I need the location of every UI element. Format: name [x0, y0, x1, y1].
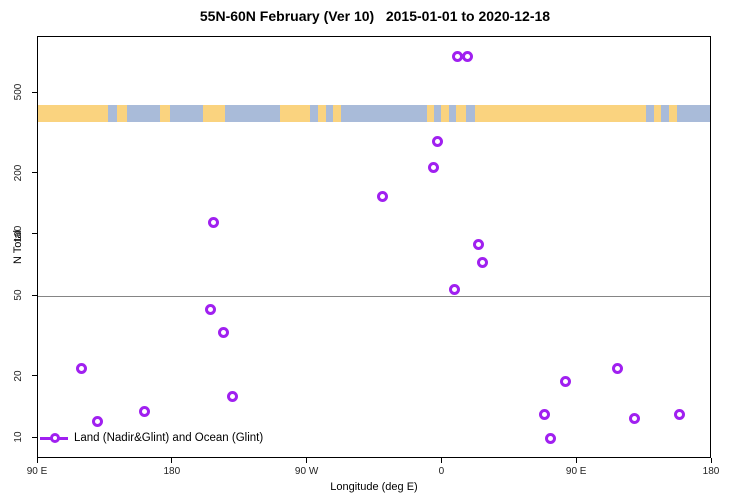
- map-land-segment: [318, 104, 327, 122]
- x-tick-mark: [440, 458, 442, 463]
- y-tick-label: 100: [13, 225, 24, 243]
- y-tick-mark: [32, 91, 37, 93]
- map-land-segment: [669, 104, 678, 122]
- map-ocean-segment: [646, 104, 655, 122]
- y-tick-mark: [32, 233, 37, 235]
- x-tick-mark: [36, 458, 38, 463]
- map-ocean-segment: [466, 104, 475, 122]
- x-tick-mark: [710, 458, 712, 463]
- legend-label: Land (Nadir&Glint) and Ocean (Glint): [74, 432, 264, 444]
- map-ocean-segment: [107, 104, 117, 122]
- map-ocean-segment: [126, 104, 161, 122]
- map-ocean-segment: [170, 104, 204, 122]
- plot-area: Land (Nadir&Glint) and Ocean (Glint): [37, 36, 711, 458]
- data-point: [204, 303, 216, 315]
- y-tick-label: 200: [13, 164, 24, 182]
- data-point: [477, 257, 489, 269]
- map-land-segment: [440, 104, 449, 122]
- map-land-segment: [279, 104, 311, 122]
- x-tick-label: 90 E: [565, 466, 587, 477]
- y-tick-mark: [32, 294, 37, 296]
- legend-line: [40, 433, 68, 443]
- map-ocean-segment: [448, 104, 456, 122]
- map-ocean-segment: [326, 104, 333, 122]
- map-land-segment: [474, 104, 647, 122]
- map-land-segment: [654, 104, 661, 122]
- x-tick-label: 90 W: [294, 466, 319, 477]
- map-ocean-segment: [341, 104, 428, 122]
- data-point: [538, 409, 550, 421]
- data-point: [227, 391, 239, 403]
- x-axis-label: Longitude (deg E): [330, 481, 418, 493]
- x-tick-label: 90 E: [26, 466, 48, 477]
- data-point: [544, 432, 556, 444]
- x-tick-mark: [171, 458, 173, 463]
- data-point: [612, 362, 624, 374]
- x-tick-label: 0: [438, 466, 445, 477]
- data-point: [673, 409, 685, 421]
- x-tick-label: 180: [702, 466, 720, 477]
- map-land-segment: [333, 104, 342, 122]
- x-tick-mark: [306, 458, 308, 463]
- data-point: [75, 362, 87, 374]
- y-tick-mark: [32, 375, 37, 377]
- data-point: [376, 190, 388, 202]
- map-land-segment: [427, 104, 434, 122]
- data-point: [218, 327, 230, 339]
- map-ocean-segment: [660, 104, 669, 122]
- map-ocean-segment: [310, 104, 319, 122]
- data-point: [448, 283, 460, 295]
- data-point: [138, 406, 150, 418]
- y-tick-label: 500: [13, 83, 24, 101]
- data-point: [207, 217, 219, 229]
- map-land-segment: [116, 104, 127, 122]
- data-point: [432, 135, 444, 147]
- x-tick-mark: [575, 458, 577, 463]
- data-point: [427, 161, 439, 173]
- y-tick-label: 10: [13, 431, 24, 443]
- data-point: [628, 412, 640, 424]
- y-tick-label: 50: [13, 289, 24, 301]
- x-tick-label: 180: [163, 466, 181, 477]
- map-ocean-segment: [433, 104, 441, 122]
- y-tick-mark: [32, 436, 37, 438]
- data-point: [451, 50, 463, 62]
- map-land-segment: [455, 104, 467, 122]
- y-tick-mark: [32, 172, 37, 174]
- map-ocean-segment: [677, 104, 710, 122]
- legend: Land (Nadir&Glint) and Ocean (Glint): [40, 431, 263, 445]
- data-point: [92, 416, 104, 428]
- reference-line-50: [38, 296, 710, 298]
- map-land-segment: [38, 104, 108, 122]
- map-coastline-strip: [38, 104, 710, 122]
- data-point: [559, 375, 571, 387]
- map-land-segment: [203, 104, 226, 122]
- chart-title: 55N-60N February (Ver 10) 2015-01-01 to …: [199, 8, 551, 24]
- y-tick-label: 20: [13, 370, 24, 382]
- data-point: [472, 238, 484, 250]
- data-point: [462, 50, 474, 62]
- map-ocean-segment: [225, 104, 280, 122]
- legend-circle-marker-icon: [49, 433, 60, 443]
- map-land-segment: [160, 104, 171, 122]
